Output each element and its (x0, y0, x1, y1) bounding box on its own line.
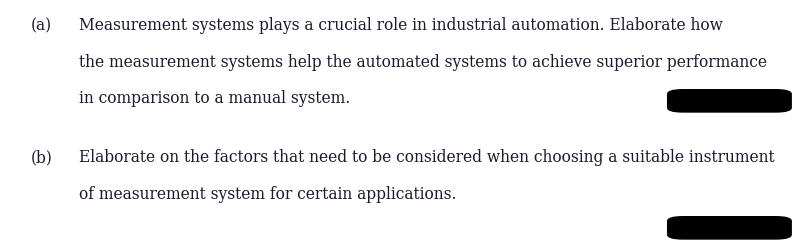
FancyBboxPatch shape (667, 216, 791, 240)
Text: Measurement systems plays a crucial role in industrial automation. Elaborate how: Measurement systems plays a crucial role… (79, 17, 723, 34)
Text: in comparison to a manual system.: in comparison to a manual system. (79, 90, 351, 107)
FancyBboxPatch shape (667, 89, 791, 113)
Text: Elaborate on the factors that need to be considered when choosing a suitable ins: Elaborate on the factors that need to be… (79, 149, 775, 166)
Text: of measurement system for certain applications.: of measurement system for certain applic… (79, 186, 456, 202)
Text: (b): (b) (31, 149, 52, 166)
Text: the measurement systems help the automated systems to achieve superior performan: the measurement systems help the automat… (79, 54, 767, 70)
Text: (a): (a) (31, 17, 52, 34)
